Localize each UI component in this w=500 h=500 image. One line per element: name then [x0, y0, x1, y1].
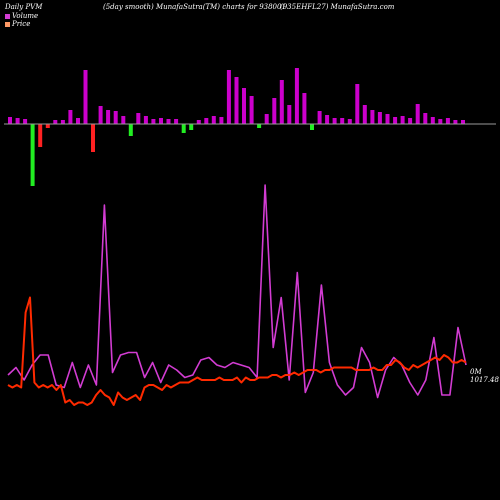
- header-chart-title: (5day smooth) MunafaSutra(TM) charts for…: [103, 3, 286, 11]
- volume-bar: [174, 119, 179, 124]
- volume-bar: [272, 98, 277, 124]
- volume-bar: [204, 118, 209, 124]
- volume-bar: [257, 124, 262, 128]
- last-price-label: 0M 1017.48: [470, 368, 499, 384]
- volume-bar: [461, 120, 465, 124]
- volume-bar: [113, 111, 118, 124]
- volume-bar: [234, 77, 239, 124]
- volume-bar: [385, 114, 390, 124]
- price-volume-lines: [7, 184, 467, 406]
- volume-bar: [219, 117, 224, 124]
- volume-bar: [445, 118, 450, 124]
- volume-bar: [438, 119, 443, 124]
- volume-bar: [106, 110, 111, 124]
- legend-price-label: Price: [12, 20, 31, 28]
- volume-bars: [8, 68, 465, 186]
- volume-bar: [181, 124, 186, 133]
- volume-bar: [91, 124, 95, 152]
- volume-bar: [8, 117, 12, 124]
- volume-bar: [189, 124, 194, 130]
- volume-bar: [23, 119, 28, 124]
- volume-bar: [279, 80, 284, 124]
- volume-bar: [393, 117, 398, 124]
- legend-volume-swatch: [5, 13, 10, 19]
- volume-bar: [294, 68, 299, 124]
- volume-bar: [408, 118, 413, 124]
- volume-bar: [159, 118, 163, 124]
- volume-bar: [30, 124, 35, 186]
- volume-bar: [347, 119, 352, 124]
- volume-bar: [287, 105, 292, 124]
- volume-bar: [423, 113, 428, 124]
- legend-volume-label: Volume: [12, 12, 39, 20]
- volume-bar: [151, 119, 156, 124]
- volume-bar: [226, 70, 231, 124]
- volume-bar: [15, 118, 20, 124]
- volume-bar: [166, 119, 171, 124]
- volume-bar: [211, 116, 216, 124]
- volume-bar: [264, 114, 269, 124]
- volume-bar: [60, 120, 65, 124]
- volume-bar: [340, 118, 345, 124]
- volume-bar: [38, 124, 43, 147]
- volume-bar: [325, 115, 330, 124]
- volume-bar: [128, 124, 133, 136]
- volume-bar: [362, 105, 367, 124]
- header-left-title: Daily PVM: [5, 3, 43, 11]
- volume-bar: [242, 88, 246, 124]
- volume-line: [7, 184, 467, 399]
- volume-bar: [453, 120, 458, 124]
- volume-bar: [302, 93, 307, 124]
- volume-bar: [76, 118, 80, 124]
- volume-bar: [430, 117, 435, 124]
- volume-bar: [249, 96, 254, 124]
- price-line: [7, 296, 467, 406]
- volume-bar: [377, 112, 382, 124]
- volume-bar: [143, 116, 148, 124]
- volume-bar: [196, 120, 201, 124]
- volume-bar: [370, 110, 375, 124]
- volume-bar: [317, 111, 322, 124]
- volume-bar: [53, 120, 58, 124]
- header-symbol: (935EHFL27) MunafaSutra.com: [280, 3, 395, 11]
- volume-bar: [355, 84, 360, 124]
- volume-bar: [45, 124, 50, 128]
- legend-price-swatch: [5, 21, 10, 27]
- legend-price: Price: [5, 20, 30, 28]
- volume-bar: [83, 70, 88, 124]
- volume-bar: [415, 104, 420, 124]
- volume-bar: [121, 116, 126, 124]
- volume-bar: [136, 113, 141, 124]
- volume-bar: [400, 116, 405, 124]
- legend-volume: Volume: [5, 12, 38, 20]
- volume-bar: [310, 124, 314, 130]
- volume-bar: [332, 118, 337, 124]
- volume-bar: [98, 106, 103, 124]
- volume-bar: [68, 110, 73, 124]
